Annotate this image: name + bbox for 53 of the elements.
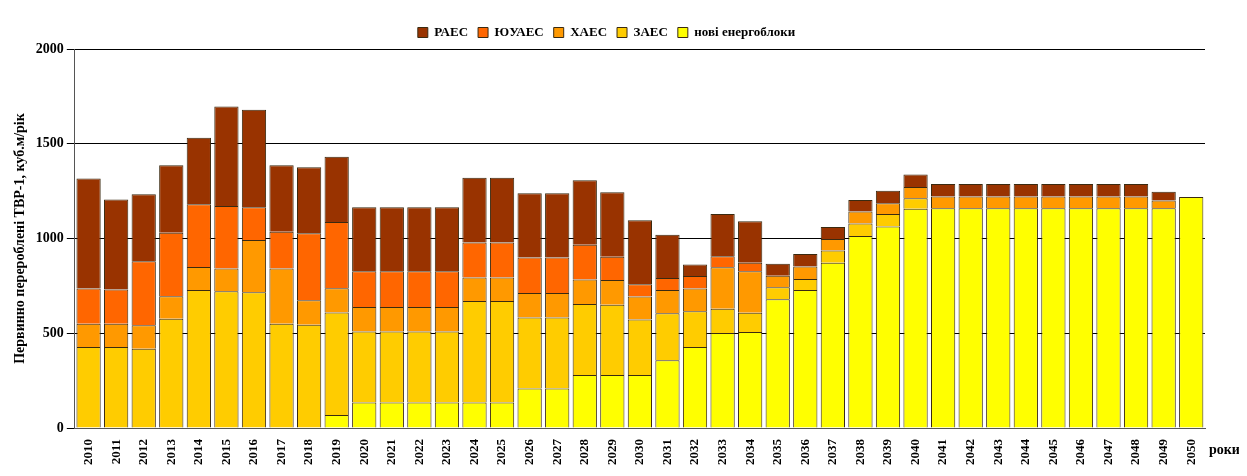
x-tick-label: 2022 (410, 439, 426, 465)
x-tick-label: 2029 (603, 438, 619, 465)
x-tick-label: 2010 (79, 439, 95, 465)
x-tick-label: 2021 (383, 439, 399, 465)
x-tick-label: 2011 (107, 439, 123, 465)
legend-label: нові енергоблоки (694, 23, 796, 39)
x-tick-label: 2020 (355, 439, 371, 465)
x-tick-label: 2019 (328, 438, 344, 465)
x-tick-label: 2016 (245, 438, 261, 465)
y-tick-label: 1500 (35, 135, 64, 151)
legend-label: ЗАЕС (633, 23, 668, 39)
x-tick-label: 2041 (934, 439, 950, 465)
x-tick-label: 2014 (190, 438, 206, 465)
x-tick-label: 2049 (1155, 438, 1171, 465)
x-tick-label: 2047 (1099, 438, 1115, 465)
x-tick-label: 2026 (521, 438, 536, 465)
x-tick-label: 2033 (713, 438, 729, 465)
x-tick-label: 2046 (1072, 438, 1088, 465)
y-tick-label: 2000 (35, 40, 64, 56)
x-axis-title: роки (1209, 441, 1240, 457)
y-tick-label: 500 (42, 324, 64, 340)
x-tick-label: 2044 (1017, 438, 1033, 465)
y-axis-title: Первинно перероблені ТВР-1, куб.м/рік (12, 112, 28, 364)
legend-label: ЮУАЕС (494, 23, 544, 39)
y-tick-label: 0 (56, 419, 64, 435)
y-tick-label: 1000 (35, 230, 64, 246)
x-tick-label: 2017 (272, 438, 288, 465)
x-tick-label: 2025 (493, 438, 509, 465)
legend-label: ХАЕС (570, 23, 608, 39)
x-tick-label: 2050 (1182, 439, 1198, 465)
x-tick-label: 2032 (686, 439, 702, 465)
legend-label: РАЕС (434, 23, 469, 39)
x-tick-label: 2034 (741, 438, 757, 465)
x-tick-label: 2023 (438, 438, 454, 465)
x-tick-label: 2028 (576, 438, 592, 465)
x-tick-label: 2045 (1044, 438, 1060, 465)
x-tick-label: 2013 (162, 438, 178, 465)
x-tick-label: 2037 (824, 438, 840, 465)
x-tick-label: 2036 (796, 438, 812, 465)
x-tick-label: 2024 (465, 438, 481, 465)
x-tick-label: 2031 (658, 439, 674, 465)
x-tick-label: 2040 (906, 439, 922, 465)
x-tick-label: 2043 (989, 438, 1005, 465)
x-tick-label: 2018 (300, 438, 316, 465)
x-tick-label: 2015 (217, 438, 233, 465)
x-tick-label: 2035 (769, 438, 785, 465)
x-tick-label: 2048 (1127, 438, 1143, 465)
x-tick-label: 2042 (962, 439, 978, 465)
x-tick-label: 2038 (851, 438, 867, 465)
x-tick-label: 2012 (135, 439, 151, 465)
x-tick-label: 2030 (631, 439, 647, 465)
x-tick-label: 2039 (879, 438, 895, 465)
x-tick-label: 2027 (548, 438, 564, 465)
